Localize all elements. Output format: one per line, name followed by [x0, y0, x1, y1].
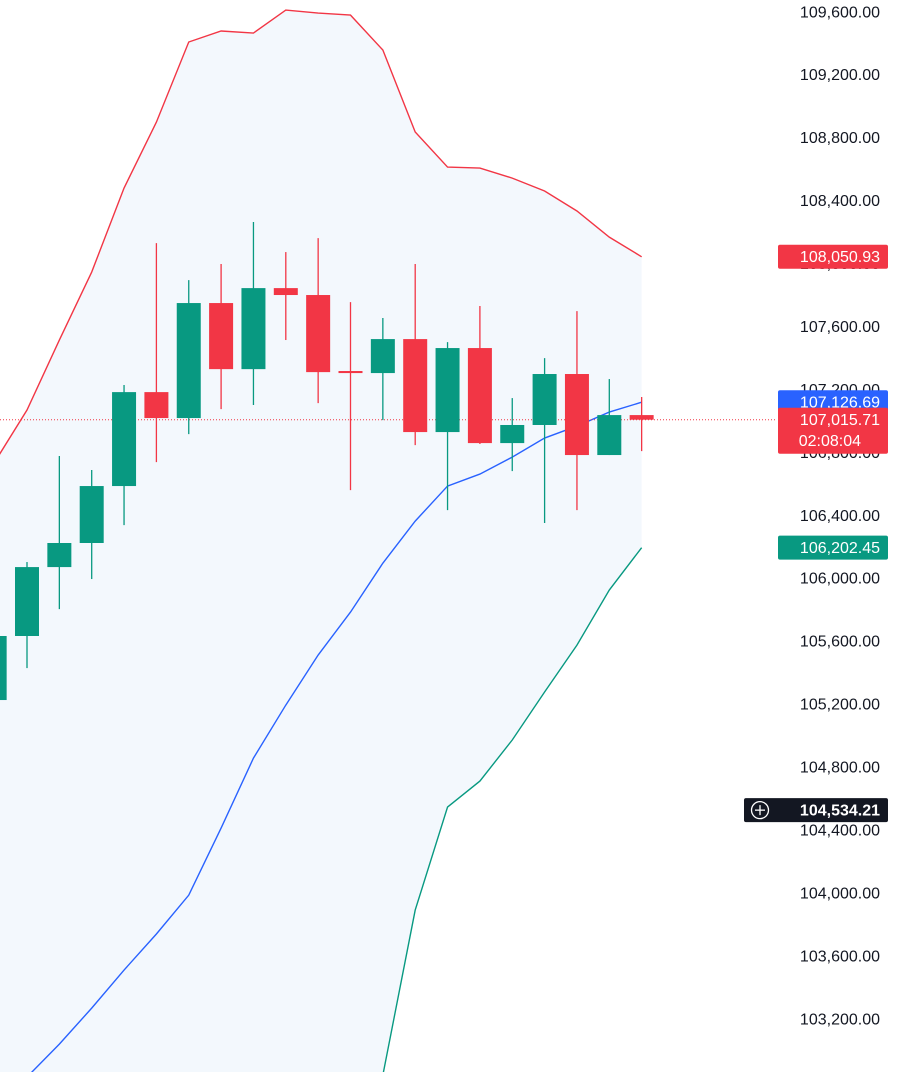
- candle-body: [144, 392, 169, 419]
- y-tick-label: 105,200.00: [800, 697, 880, 714]
- candle-body: [403, 339, 428, 433]
- y-tick-label: 104,400.00: [800, 822, 880, 839]
- candle-body: [273, 288, 298, 296]
- candle-body: [629, 415, 654, 420]
- y-tick-label: 109,600.00: [800, 4, 880, 21]
- y-tick-label: 104,000.00: [800, 885, 880, 902]
- price-tag-box: [778, 407, 888, 454]
- y-tick-label: 103,200.00: [800, 1011, 880, 1028]
- y-tick-label: 106,400.00: [800, 508, 880, 525]
- candle-body: [597, 415, 622, 456]
- y-tick-label: 109,200.00: [800, 67, 880, 84]
- candle-body: [47, 543, 72, 568]
- candle-body: [435, 348, 460, 433]
- price-tag-box: [778, 535, 888, 560]
- y-tick-label: 108,800.00: [800, 130, 880, 147]
- candle-body: [500, 424, 525, 444]
- price-tag-box: [778, 244, 888, 269]
- candle-body: [15, 567, 39, 636]
- countdown-label: 02:08:04: [799, 433, 861, 450]
- band-fill: [0, 10, 642, 1072]
- band-middle-line: [30, 401, 642, 1072]
- y-tick-label: 104,800.00: [800, 760, 880, 777]
- candle-body: [0, 635, 7, 701]
- candle-body: [338, 371, 363, 374]
- y-tick-label: 106,000.00: [800, 571, 880, 588]
- band-lower-line: [382, 547, 643, 1072]
- price-axis: 109,600.00 109,200.00 108,800.00 108,400.00…: [800, 4, 880, 1028]
- y-tick-label: 103,600.00: [800, 948, 880, 965]
- candle-body: [370, 339, 395, 374]
- candle-body: [306, 295, 331, 373]
- y-tick-label: 108,400.00: [800, 193, 880, 210]
- candle-body: [79, 486, 104, 544]
- price-tag-label: 104,534.21: [800, 802, 880, 819]
- price-tag-label: 107,126.69: [800, 394, 880, 411]
- band-upper-line: [0, 9, 643, 455]
- y-tick-label: 105,600.00: [800, 634, 880, 651]
- price-tag-box: [744, 798, 888, 823]
- crosshair-icon: [750, 800, 770, 820]
- price-tag-label: 107,015.71: [800, 412, 880, 429]
- price-tag-label: 106,202.45: [800, 540, 880, 557]
- y-tick-label: 107,600.00: [800, 319, 880, 336]
- candle-body: [467, 348, 492, 444]
- candle-body: [209, 303, 234, 370]
- candle-body: [176, 303, 201, 419]
- price-tag-label: 108,050.93: [800, 249, 880, 266]
- candle-body: [241, 288, 266, 370]
- candle-body: [532, 374, 557, 425]
- candle-body: [112, 392, 137, 487]
- plot-area: [0, 9, 775, 1072]
- candle-body: [564, 374, 589, 456]
